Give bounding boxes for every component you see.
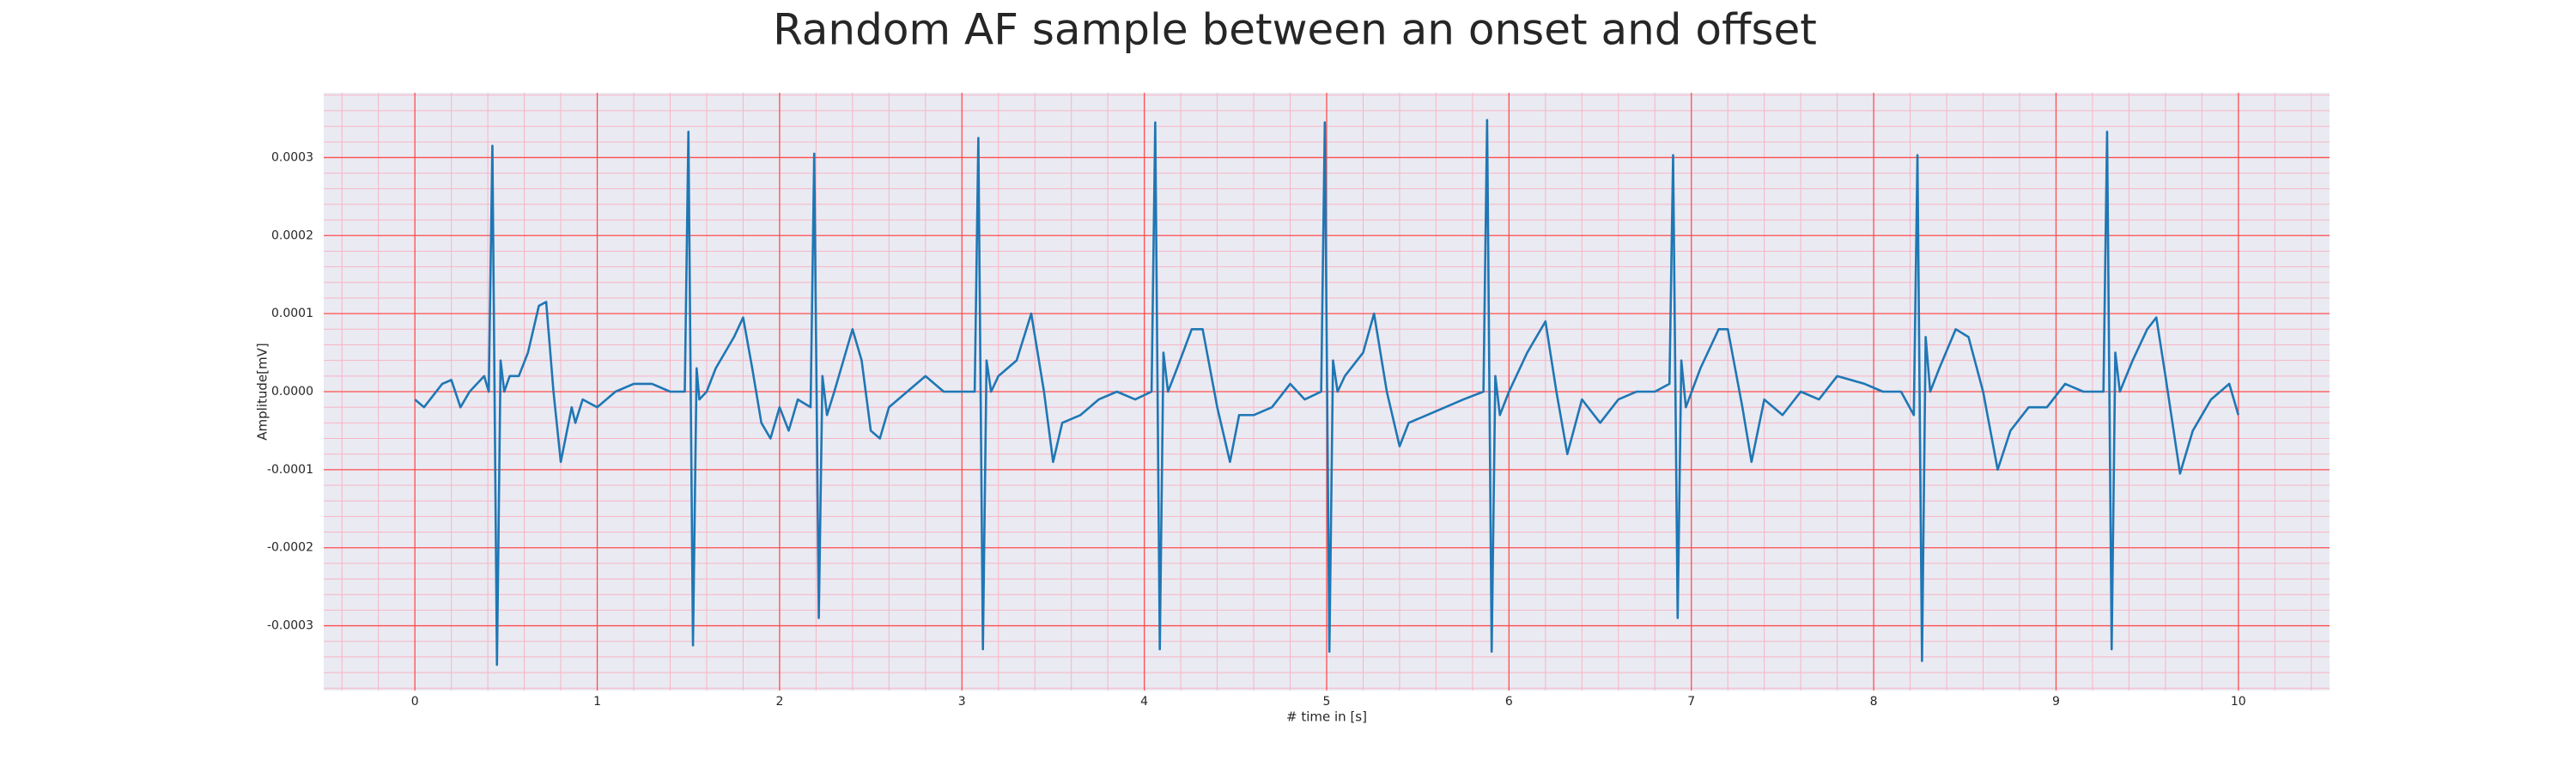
- x-axis-label: # time in [s]: [1286, 709, 1367, 725]
- x-tick-label: 10: [2231, 695, 2246, 709]
- signal-line: [414, 119, 2240, 666]
- x-tick-label: 6: [1505, 695, 1513, 709]
- x-tick-label: 8: [1870, 695, 1878, 709]
- y-tick-label: 0.0002: [271, 228, 313, 242]
- x-tick-label: 7: [1687, 695, 1695, 709]
- y-tick-label: 0.0001: [271, 307, 313, 320]
- x-tick-label: 0: [411, 695, 419, 709]
- chart-title: Random AF sample between an onset and of…: [773, 5, 1817, 55]
- y-tick-label: -0.0001: [267, 463, 313, 477]
- y-tick-label: -0.0003: [267, 619, 313, 633]
- y-tick-label: 0.0003: [271, 150, 313, 164]
- x-tick-label: 2: [775, 695, 783, 709]
- x-tick-label: 4: [1140, 695, 1148, 709]
- y-tick-label: -0.0002: [267, 541, 313, 555]
- x-tick-label: 5: [1323, 695, 1331, 709]
- y-tick-label: 0.0000: [271, 385, 313, 399]
- x-tick-label: 3: [958, 695, 966, 709]
- x-tick-label: 9: [2052, 695, 2060, 709]
- y-axis-label: Amplitude[mV]: [255, 343, 270, 440]
- x-tick-label: 1: [593, 695, 601, 709]
